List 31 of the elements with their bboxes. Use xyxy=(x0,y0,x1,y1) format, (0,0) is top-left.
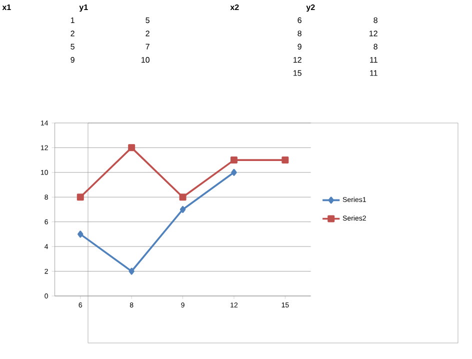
point xyxy=(231,168,237,176)
point xyxy=(128,144,136,152)
text: 1 xyxy=(70,17,74,23)
point xyxy=(179,194,186,201)
point xyxy=(180,206,186,213)
point xyxy=(282,156,289,164)
text: 8 xyxy=(298,30,302,36)
text: 15 xyxy=(294,70,302,76)
text: 7 xyxy=(146,44,150,50)
text: 11 xyxy=(370,70,378,76)
text: y1 xyxy=(79,4,88,12)
text: x2 xyxy=(230,4,239,10)
text: 5 xyxy=(146,17,150,24)
text: 9 xyxy=(70,57,74,63)
text: 12 xyxy=(294,57,302,63)
text: 8 xyxy=(374,44,378,50)
point xyxy=(76,194,84,201)
point xyxy=(230,156,238,164)
text: 8 xyxy=(374,17,378,24)
text: y2 xyxy=(306,4,315,12)
text: 5 xyxy=(70,44,74,50)
point xyxy=(78,230,84,238)
point xyxy=(128,268,134,275)
text: 10 xyxy=(142,57,150,63)
text: 6 xyxy=(298,17,302,24)
text: 9 xyxy=(298,44,302,50)
text: 12 xyxy=(370,30,378,36)
text: 2 xyxy=(146,30,150,36)
text: x1 xyxy=(2,4,11,10)
text: 2 xyxy=(70,30,74,36)
text: 11 xyxy=(370,57,378,63)
